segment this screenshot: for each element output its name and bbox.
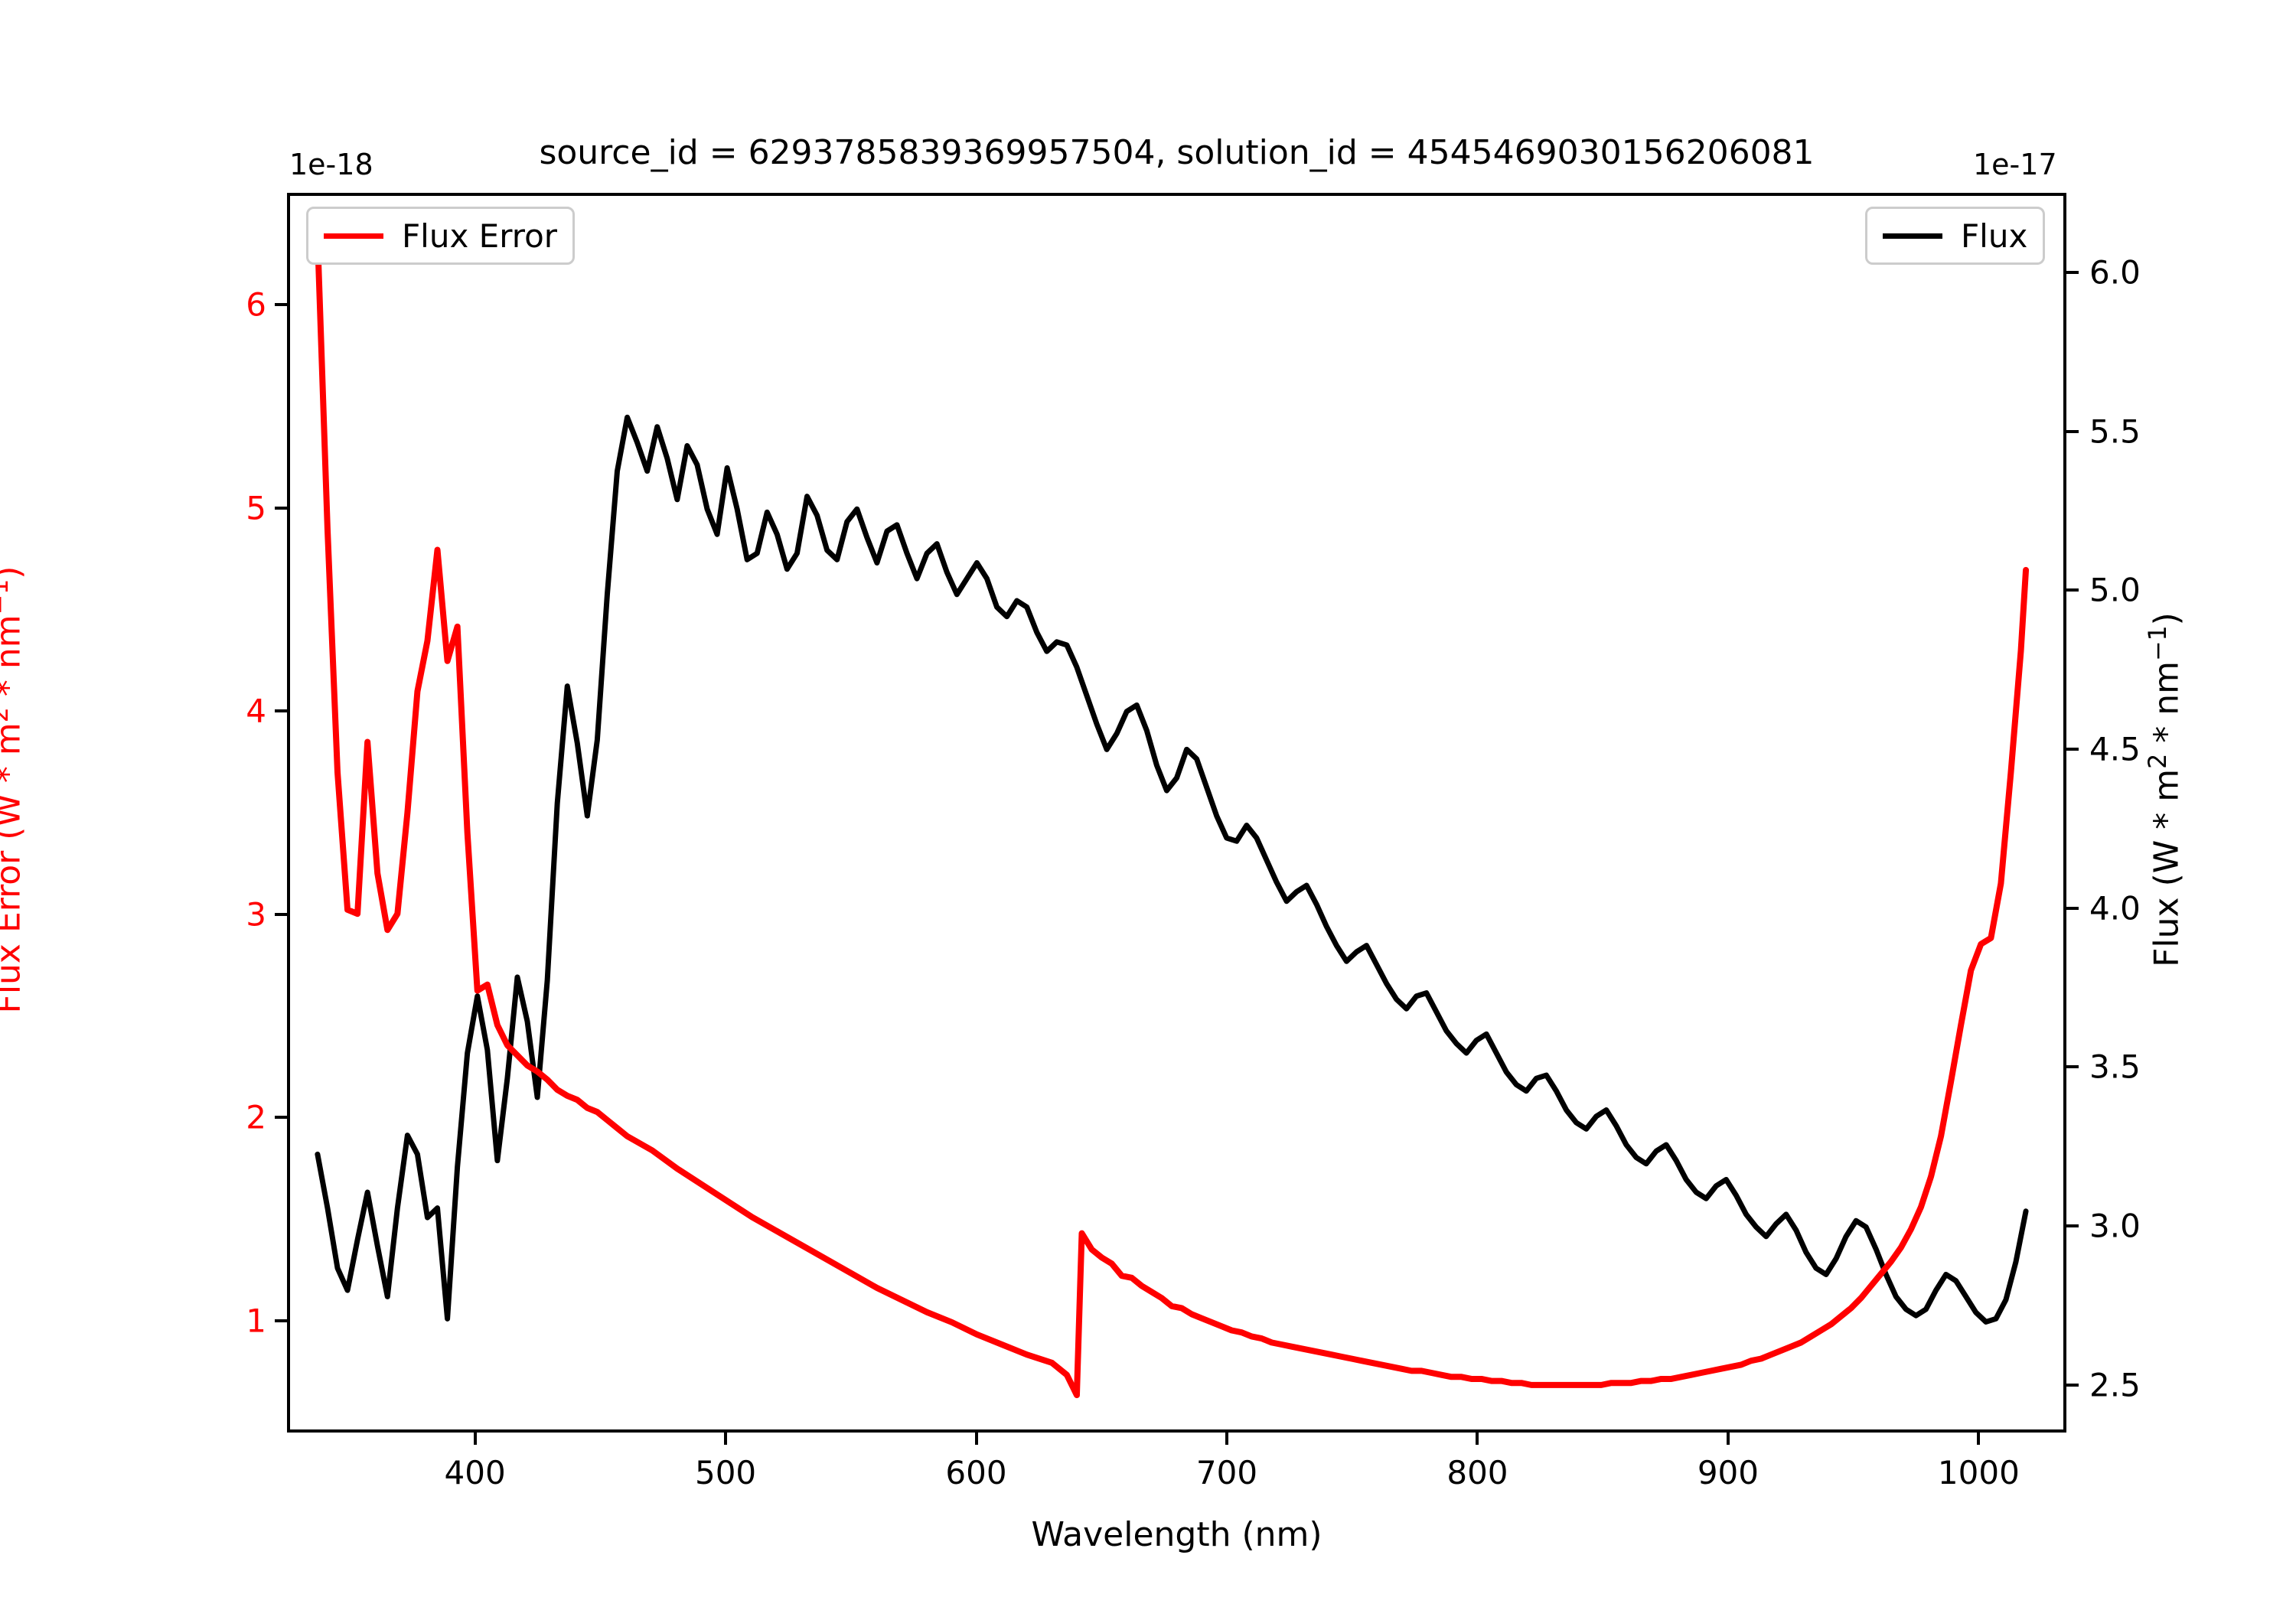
legend-flux-error[interactable]: Flux Error bbox=[306, 207, 576, 265]
x-tick-mark-800 bbox=[1476, 1433, 1479, 1445]
right-y-tick-mark-3.0 bbox=[2066, 1224, 2079, 1227]
x-tick-label-600: 600 bbox=[945, 1454, 1007, 1491]
right-y-axis-label-text: Flux (W * m bbox=[2147, 768, 2187, 967]
left-y-tick-mark-2 bbox=[275, 1116, 287, 1120]
right-y-tick-label-4.5: 4.5 bbox=[2089, 730, 2141, 768]
left-y-tick-mark-4 bbox=[275, 709, 287, 713]
left-y-axis-label-sup: 2 bbox=[0, 707, 14, 722]
x-tick-label-900: 900 bbox=[1697, 1454, 1760, 1491]
flux-line bbox=[318, 417, 2026, 1322]
x-tick-label-800: 800 bbox=[1446, 1454, 1508, 1491]
x-tick-mark-500 bbox=[724, 1433, 728, 1445]
x-tick-mark-600 bbox=[974, 1433, 978, 1445]
right-y-axis-label: Flux (W * m2 * nm−1) bbox=[2135, 170, 2187, 1410]
right-y-tick-mark-5.0 bbox=[2066, 588, 2079, 592]
left-y-tick-label-6: 6 bbox=[246, 285, 266, 324]
legend-flux[interactable]: Flux bbox=[1865, 207, 2046, 265]
right-y-axis-label-text2: * nm bbox=[2147, 661, 2187, 754]
right-y-tick-mark-5.5 bbox=[2066, 429, 2079, 433]
left-y-tick-label-1: 1 bbox=[246, 1302, 266, 1340]
x-tick-label-1000: 1000 bbox=[1937, 1454, 2020, 1491]
left-y-tick-label-4: 4 bbox=[246, 692, 266, 730]
x-axis-label: Wavelength (nm) bbox=[1031, 1515, 1322, 1554]
flux-error-line bbox=[318, 236, 2026, 1395]
legend-flux-error-label: Flux Error bbox=[402, 217, 558, 255]
x-tick-mark-1000 bbox=[1977, 1433, 1981, 1445]
x-tick-mark-900 bbox=[1726, 1433, 1730, 1445]
right-y-tick-label-6.0: 6.0 bbox=[2089, 253, 2141, 292]
right-y-axis-label-exp: −1 bbox=[2144, 625, 2172, 662]
x-tick-mark-400 bbox=[473, 1433, 477, 1445]
plot-area bbox=[287, 193, 2066, 1433]
left-y-axis-label-text: Flux Error (W * m bbox=[0, 722, 28, 1014]
left-y-tick-label-5: 5 bbox=[246, 489, 266, 527]
right-y-tick-label-3.5: 3.5 bbox=[2089, 1048, 2141, 1086]
left-axis-offset-label: 1e-18 bbox=[289, 148, 373, 181]
left-y-tick-mark-3 bbox=[275, 912, 287, 916]
right-y-tick-mark-2.5 bbox=[2066, 1383, 2079, 1387]
spectrum-plot bbox=[290, 196, 2063, 1429]
x-tick-label-500: 500 bbox=[694, 1454, 757, 1491]
x-tick-label-700: 700 bbox=[1195, 1454, 1258, 1491]
left-y-tick-label-3: 3 bbox=[246, 895, 266, 934]
left-y-axis-label: Flux Error (W * m2 * nm−1) bbox=[0, 170, 28, 1410]
right-y-axis-label-close: ) bbox=[2147, 612, 2187, 626]
right-y-tick-mark-6.0 bbox=[2066, 270, 2079, 274]
right-y-tick-label-4.0: 4.0 bbox=[2089, 889, 2141, 927]
flux-error-line-swatch bbox=[324, 233, 383, 239]
x-tick-label-400: 400 bbox=[444, 1454, 506, 1491]
left-y-tick-mark-1 bbox=[275, 1319, 287, 1322]
left-y-tick-label-2: 2 bbox=[246, 1098, 266, 1136]
right-y-tick-label-5.0: 5.0 bbox=[2089, 571, 2141, 609]
right-y-tick-mark-4.0 bbox=[2066, 906, 2079, 910]
left-y-axis-label-text2: * nm bbox=[0, 614, 28, 696]
left-y-tick-mark-6 bbox=[275, 303, 287, 307]
x-tick-mark-700 bbox=[1225, 1433, 1228, 1445]
right-axis-offset-label: 1e-17 bbox=[1973, 148, 2057, 181]
right-y-tick-mark-3.5 bbox=[2066, 1065, 2079, 1069]
left-y-axis-label-exp: −1 bbox=[0, 579, 14, 615]
legend-flux-label: Flux bbox=[1961, 217, 2028, 255]
right-y-tick-label-3.0: 3.0 bbox=[2089, 1207, 2141, 1245]
right-y-tick-label-5.5: 5.5 bbox=[2089, 412, 2141, 451]
right-y-axis-label-sup: 2 bbox=[2144, 753, 2172, 769]
page-title: source_id = 6293785839369957504, solutio… bbox=[539, 133, 1815, 172]
left-y-axis-label-close: ) bbox=[0, 566, 28, 579]
right-y-tick-label-2.5: 2.5 bbox=[2089, 1366, 2141, 1404]
left-y-tick-mark-5 bbox=[275, 506, 287, 510]
right-y-tick-mark-4.5 bbox=[2066, 747, 2079, 751]
flux-line-swatch bbox=[1883, 233, 1942, 239]
